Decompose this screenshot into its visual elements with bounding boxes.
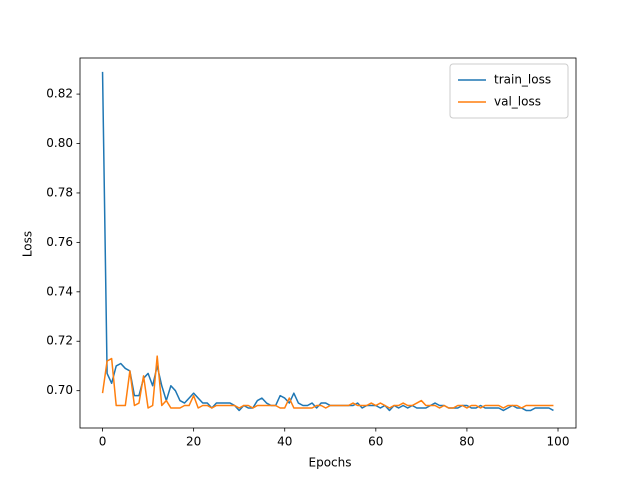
x-tick-label: 80 [459,435,474,449]
legend-box [449,63,569,119]
x-tick-label: 40 [277,435,292,449]
x-tick-label: 60 [368,435,383,449]
y-tick-label: 0.72 [46,334,73,348]
y-tick-label: 0.78 [46,185,73,199]
y-tick-label: 0.80 [46,136,73,150]
y-tick-label: 0.74 [46,284,73,298]
y-tick-label: 0.76 [46,235,73,249]
y-tick-label: 0.70 [46,383,73,397]
x-tick-label: 100 [547,435,570,449]
legend-label: val_loss [494,95,541,109]
x-tick-label: 0 [99,435,107,449]
legend-label: train_loss [494,73,551,87]
y-axis-label: Loss [21,231,35,257]
x-axis-label: Epochs [309,456,352,470]
line-series [101,355,554,409]
plot-frame [79,57,577,429]
y-tick-label: 0.82 [46,87,73,101]
x-tick-label: 20 [186,435,201,449]
line-series [101,71,554,412]
